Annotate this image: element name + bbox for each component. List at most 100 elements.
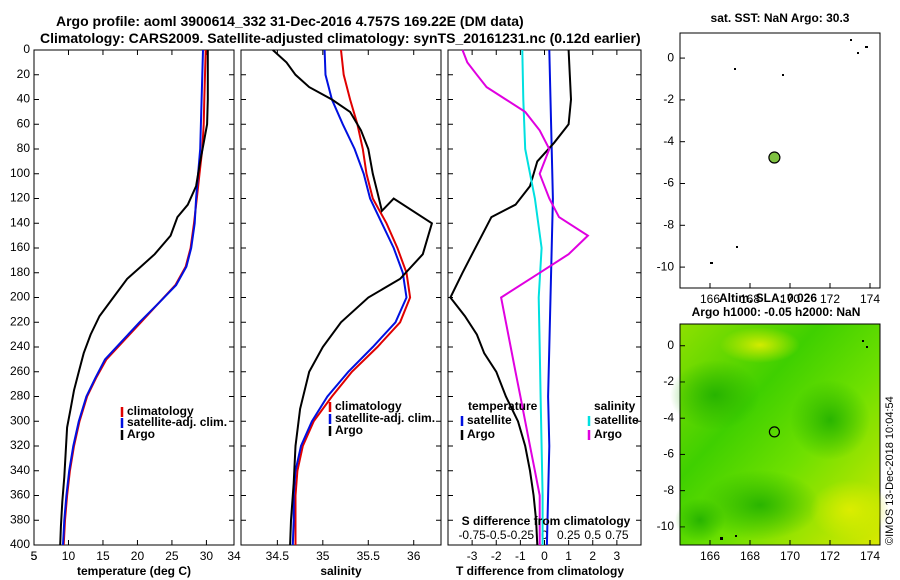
map-x-tick-label: 172 xyxy=(820,292,840,306)
series-line-climatology xyxy=(62,49,207,546)
x-tick-label: -1 xyxy=(515,549,526,563)
y-tick-label: 160 xyxy=(10,240,30,254)
legend-title-salinity: salinity xyxy=(594,399,636,413)
legend-label-argo: Argo xyxy=(335,423,363,437)
difference-legend: temperature satellite Argo salinity sate… xyxy=(460,399,639,441)
map-y-tick-label: -4 xyxy=(663,410,674,424)
y-tick-label: 380 xyxy=(10,512,30,526)
x2-tick-label: -0.75 xyxy=(458,528,486,542)
y-tick-label: 340 xyxy=(10,463,30,477)
series-line-s-satellite xyxy=(521,49,544,545)
x-tick-label: 10 xyxy=(62,549,76,563)
x-tick-label: -3 xyxy=(467,549,478,563)
x-tick-label: 34.5 xyxy=(266,549,290,563)
map-x-tick-label: 174 xyxy=(860,292,880,306)
series-line-satellite-adj-clim- xyxy=(291,49,408,546)
salinity-legend: climatology satellite-adj. clim. Argo xyxy=(328,399,435,437)
x2-tick-label: 0.5 xyxy=(584,528,601,542)
map-y-tick-label: -10 xyxy=(657,259,675,273)
y-tick-label: 260 xyxy=(10,364,30,378)
x2-tick-label: 0.75 xyxy=(605,528,629,542)
sst-map-axes xyxy=(679,32,881,289)
x-tick-label: 5 xyxy=(31,549,38,563)
x-tick-label: 34 xyxy=(227,549,241,563)
map-y-tick-label: -2 xyxy=(663,374,674,388)
y-tick-label: 360 xyxy=(10,488,30,502)
temperature-xlabel: temperature (deg C) xyxy=(77,564,191,578)
x-tick-label: 5 xyxy=(31,549,38,563)
map-y-tick-label: -8 xyxy=(663,217,674,231)
x-tick-label: 15 xyxy=(96,549,110,563)
x-tick-label: 0 xyxy=(541,549,548,563)
series-line-argo xyxy=(272,49,434,546)
map-y-tick-label: 0 xyxy=(667,338,674,352)
altimetry-title-2: Argo h1000: -0.05 h2000: NaN xyxy=(692,305,861,319)
altimetry-texture xyxy=(670,327,890,542)
map-x-tick-label: 174 xyxy=(860,549,880,563)
y-tick-label: 140 xyxy=(10,215,30,229)
title-line1: Argo profile: aoml 3900614_332 31-Dec-20… xyxy=(56,13,524,29)
y-tick-label: 180 xyxy=(10,265,30,279)
x-tick-label: -2 xyxy=(491,549,502,563)
x-tick-label: 30 xyxy=(200,549,214,563)
y-tick-label: 60 xyxy=(17,116,31,130)
x-tick-label: 2 xyxy=(589,549,596,563)
series-line-satellite-adj-clim- xyxy=(62,49,204,546)
series-line-argo xyxy=(59,50,209,546)
footer-credit: ©IMOS 13-Dec-2018 10:04:54 xyxy=(884,396,896,545)
legend-label-t-sat: satellite xyxy=(467,413,512,427)
map-y-tick-label: -2 xyxy=(663,92,674,106)
map-x-tick-label: 166 xyxy=(700,292,720,306)
series-layer xyxy=(59,49,590,546)
map-x-tick-label: 168 xyxy=(740,549,760,563)
map-y-tick-label: -10 xyxy=(657,519,675,533)
map-y-tick-label: -8 xyxy=(663,483,674,497)
sst-map-title: sat. SST: NaN Argo: 30.3 xyxy=(711,11,850,25)
y-tick-label: 40 xyxy=(17,92,31,106)
x-tick-label: 3 xyxy=(614,549,621,563)
series-line-t-argo xyxy=(449,49,573,546)
x2-tick-label: 0.25 xyxy=(557,528,581,542)
map-x-tick-label: 170 xyxy=(780,549,800,563)
x-tick-label: 20 xyxy=(131,549,145,563)
temperature-legend: climatology satellite-adj. clim. Argo xyxy=(120,404,227,441)
map-y-tick-label: -6 xyxy=(663,176,674,190)
y-tick-label: 280 xyxy=(10,389,30,403)
x2-tick-label: 0 xyxy=(541,528,548,542)
series-line-t-satellite xyxy=(545,49,554,546)
series-line-climatology xyxy=(294,49,412,545)
y-tick-label: 320 xyxy=(10,438,30,452)
legend-label-sat: satellite-adj. clim. xyxy=(335,411,435,425)
map-y-tick-label: -4 xyxy=(663,134,674,148)
difference-x2label: S difference from climatology xyxy=(462,514,631,528)
difference-xlabel: T difference from climatology xyxy=(456,564,624,578)
y-tick-label: 220 xyxy=(10,314,30,328)
legend-label-s-argo: Argo xyxy=(594,427,622,441)
legend-label-t-argo: Argo xyxy=(467,427,495,441)
legend-label-clim: climatology xyxy=(335,399,402,413)
legend-label-s-sat: satellite xyxy=(594,413,639,427)
y-tick-label: 120 xyxy=(10,191,30,205)
y-tick-label: 0 xyxy=(23,42,30,56)
map-x-tick-label: 170 xyxy=(780,292,800,306)
legend-label-argo: Argo xyxy=(127,427,155,441)
argo-location-marker xyxy=(768,151,781,164)
map-x-tick-label: 172 xyxy=(820,549,840,563)
x-tick-label: 36 xyxy=(407,549,421,563)
salinity-xlabel: salinity xyxy=(320,564,362,578)
argo-location-marker xyxy=(768,426,781,438)
legend-label-clim: climatology xyxy=(127,404,194,418)
x2-tick-label: -0.5 xyxy=(486,528,507,542)
y-tick-label: 300 xyxy=(10,413,30,427)
legend-label-sat: satellite-adj. clim. xyxy=(127,415,227,429)
difference-axes xyxy=(447,49,642,546)
x-tick-label: 35.5 xyxy=(357,549,381,563)
map-x-tick-label: 168 xyxy=(740,292,760,306)
x2-tick-label: -0.25 xyxy=(507,528,535,542)
x-tick-label: 35 xyxy=(316,549,330,563)
legend-title-temperature: temperature xyxy=(468,399,538,413)
y-tick-label: 400 xyxy=(10,537,30,551)
x-tick-label: 1 xyxy=(565,549,572,563)
coastline xyxy=(710,39,868,540)
